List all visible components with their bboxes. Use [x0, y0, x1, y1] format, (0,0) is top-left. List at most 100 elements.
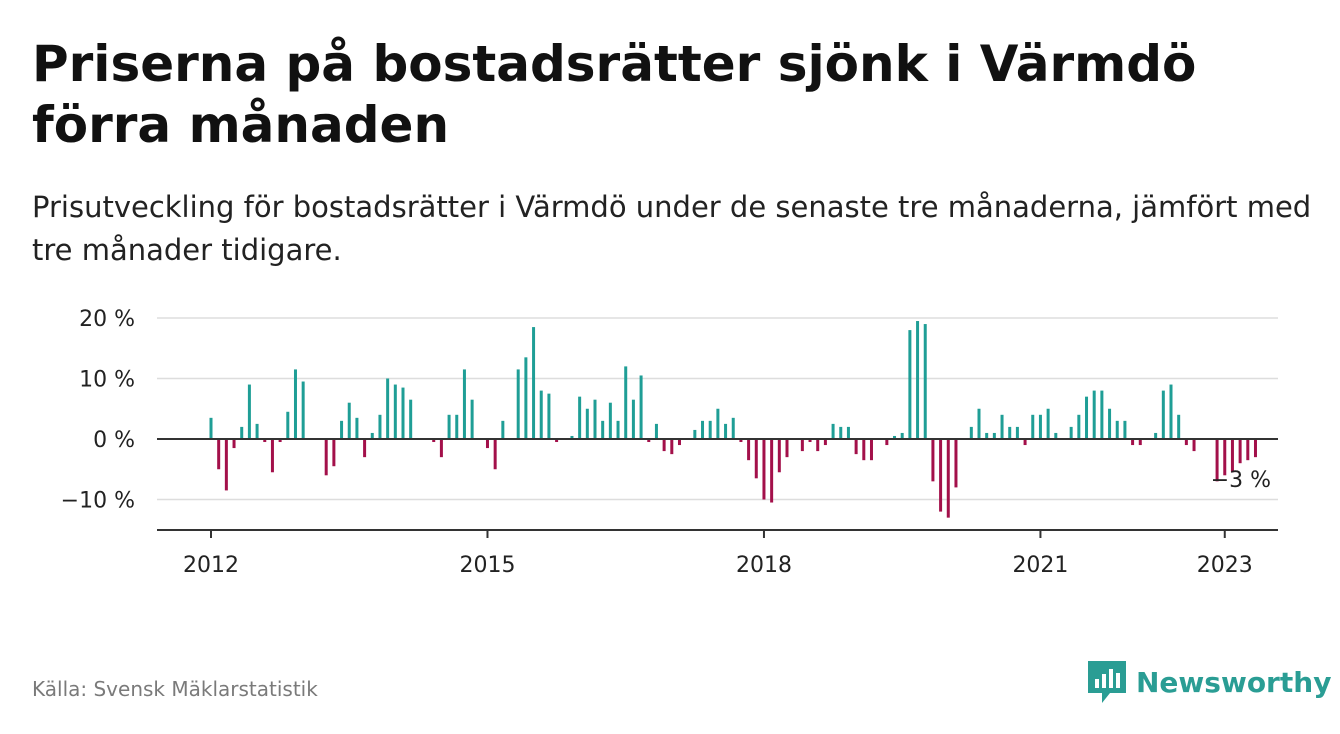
bar [654, 423, 658, 440]
bar [570, 435, 574, 439]
bar [616, 420, 620, 439]
chart-title: Priserna på bostadsrätter sjönk i Värmdö… [32, 35, 1197, 154]
bar [363, 439, 367, 458]
bar [1038, 414, 1042, 439]
bar [439, 439, 443, 458]
bar [893, 435, 897, 439]
bar [708, 420, 712, 439]
bar [670, 439, 674, 455]
bar [224, 439, 228, 491]
bar [1246, 439, 1250, 461]
bar [946, 439, 950, 518]
bar [585, 408, 589, 439]
bar [1092, 390, 1096, 439]
source-note: Källa: Svensk Mäklarstatistik [32, 677, 318, 701]
bar [954, 439, 958, 488]
bar [931, 439, 935, 482]
bar [293, 369, 297, 439]
bar [286, 411, 290, 439]
bar [777, 439, 781, 473]
bar [977, 408, 981, 439]
bar [923, 324, 927, 439]
bar [1031, 414, 1035, 439]
bar [785, 439, 789, 458]
bar [470, 399, 474, 439]
bar [555, 439, 559, 443]
gridlines [157, 317, 1278, 501]
bar [1215, 439, 1219, 482]
bar [831, 423, 835, 440]
bar [1154, 432, 1158, 439]
bar [731, 417, 735, 440]
bar [1253, 439, 1257, 458]
bar [846, 426, 850, 439]
brand-name: Newsworthy [1136, 665, 1332, 699]
bar [693, 429, 697, 439]
bar [601, 420, 605, 439]
bar [1192, 439, 1196, 452]
bar [1238, 439, 1242, 464]
bar [1177, 414, 1181, 439]
bar [217, 439, 221, 470]
bar [493, 439, 497, 470]
y-axis-labels: 20 % 10 % 0 % −10 % [61, 307, 135, 514]
bar [808, 439, 812, 443]
bar [378, 414, 382, 439]
chart-subtitle: Prisutveckling för bostadsrätter i Värmd… [32, 190, 1312, 267]
bar [1230, 439, 1234, 473]
bar [324, 439, 328, 476]
bar [624, 366, 628, 439]
bar [908, 330, 912, 439]
bar [1138, 439, 1142, 446]
bar [1108, 408, 1112, 439]
bar [393, 384, 397, 439]
bar [816, 439, 820, 452]
bar [386, 378, 390, 439]
bar [209, 417, 213, 440]
bar [578, 396, 582, 439]
bar [754, 439, 758, 479]
x-tick-label: 2023 [1197, 553, 1253, 578]
bar [401, 387, 405, 439]
y-tick-label: 20 % [79, 307, 135, 332]
bar [1015, 426, 1019, 439]
bar [547, 393, 551, 440]
bar [1131, 439, 1135, 446]
bar [301, 381, 305, 440]
bar [1077, 414, 1081, 439]
y-tick-label: 10 % [79, 368, 135, 393]
x-tick-label: 2012 [183, 553, 239, 578]
bar [885, 439, 889, 446]
bar [1008, 426, 1012, 439]
bar [485, 439, 489, 449]
last-value-label: −3 % [1211, 468, 1271, 493]
bar [701, 420, 705, 439]
bar [232, 439, 236, 449]
bar [1046, 408, 1050, 439]
bar [255, 423, 259, 440]
bar [1123, 420, 1127, 439]
bar [539, 390, 543, 439]
bar [839, 426, 843, 439]
bar [747, 439, 751, 461]
bar [639, 375, 643, 439]
bar [862, 439, 866, 461]
bar [1023, 439, 1027, 446]
bar [985, 432, 989, 439]
bar [462, 369, 466, 439]
bar [854, 439, 858, 455]
bar [716, 408, 720, 439]
bar [992, 432, 996, 439]
bar [432, 439, 436, 443]
bar [900, 432, 904, 439]
bar [270, 439, 274, 473]
bar [823, 439, 827, 446]
x-tick-label: 2015 [459, 553, 515, 578]
bar [501, 420, 505, 439]
bar [593, 399, 597, 439]
bar [532, 327, 536, 439]
bar [355, 417, 359, 440]
bar [278, 439, 282, 443]
bar [240, 426, 244, 439]
bar [1223, 439, 1227, 476]
